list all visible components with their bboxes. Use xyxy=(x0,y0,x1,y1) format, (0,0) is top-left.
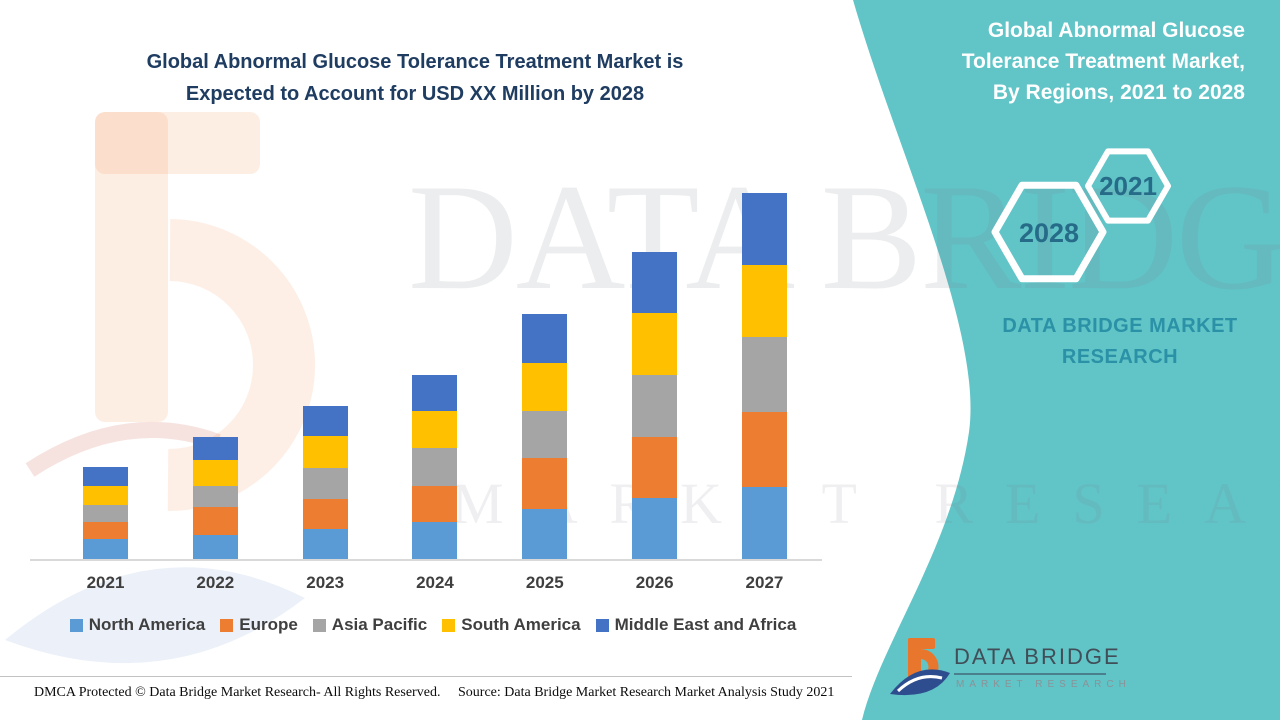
legend-item-middle-east-and-africa: Middle East and Africa xyxy=(595,615,797,635)
legend-swatch-icon xyxy=(220,618,234,632)
segment-europe xyxy=(741,412,787,487)
dmca-notice: DMCA Protected © Data Bridge Market Rese… xyxy=(34,685,441,700)
segment-europe xyxy=(412,486,458,522)
segment-middle-east-and-africa xyxy=(83,467,128,486)
watermark-subtext: MARKET RESEARCH xyxy=(452,471,1280,536)
dbmr-logo-underline xyxy=(954,673,1106,675)
bar-2027 xyxy=(741,193,787,559)
segment-asia-pacific xyxy=(741,337,787,412)
segment-south-america xyxy=(412,411,458,448)
segment-middle-east-and-africa xyxy=(522,314,568,363)
x-axis-label-2021: 2021 xyxy=(86,573,125,592)
segment-europe xyxy=(192,507,238,535)
footer-divider xyxy=(0,676,852,677)
bar-2025 xyxy=(522,314,568,559)
watermark-text: DATA BRIDGE xyxy=(408,153,1280,321)
legend-swatch-icon xyxy=(312,618,326,632)
segment-asia-pacific xyxy=(83,505,128,522)
page-title-line2: Expected to Account for USD XX Million b… xyxy=(185,83,645,105)
side-title-line2: Tolerance Treatment Market, xyxy=(961,50,1245,73)
segment-asia-pacific xyxy=(412,448,458,486)
segment-europe xyxy=(83,522,128,539)
side-title-line3: By Regions, 2021 to 2028 xyxy=(992,81,1245,104)
segment-north-america xyxy=(632,498,678,559)
segment-middle-east-and-africa xyxy=(632,252,678,313)
segment-europe xyxy=(302,499,348,529)
source-note: Source: Data Bridge Market Research Mark… xyxy=(458,685,835,700)
segment-middle-east-and-africa xyxy=(741,193,787,265)
legend-item-europe: Europe xyxy=(220,615,298,635)
side-title-line1: Global Abnormal Glucose xyxy=(987,19,1245,42)
segment-asia-pacific xyxy=(192,486,238,507)
legend-item-south-america: South America xyxy=(442,615,581,635)
legend-label: Europe xyxy=(239,615,298,634)
dbmr-logo-icon xyxy=(890,638,950,696)
segment-north-america xyxy=(412,522,458,559)
year-hexagons: 2021 2028 xyxy=(991,148,1171,283)
hexagon-2028-label: 2028 xyxy=(1019,218,1079,248)
segment-south-america xyxy=(302,436,348,468)
page-title: Global Abnormal Glucose Tolerance Treatm… xyxy=(95,46,735,110)
segment-middle-east-and-africa xyxy=(412,375,458,411)
segment-europe xyxy=(522,458,568,509)
hexagon-2028-icon xyxy=(991,181,1107,283)
chart-legend: North America Europe Asia Pacific South Ame… xyxy=(40,615,826,635)
dbmr-logo: DATA BRIDGE MARKET RESEARCH xyxy=(888,634,1158,714)
segment-asia-pacific xyxy=(522,411,568,458)
segment-north-america xyxy=(192,535,238,559)
brand-wordmark: DATA BRIDGE MARKET RESEARCH xyxy=(980,311,1260,373)
segment-north-america xyxy=(83,539,128,559)
segment-south-america xyxy=(192,460,238,486)
dbmr-logo-tagline: MARKET RESEARCH xyxy=(956,679,1131,690)
x-axis-line xyxy=(30,559,822,561)
bar-2021 xyxy=(83,467,128,559)
legend-label: Middle East and Africa xyxy=(614,615,797,634)
segment-south-america xyxy=(632,313,678,375)
brand-line2: RESEARCH xyxy=(1061,346,1179,368)
x-axis-label-2026: 2026 xyxy=(635,573,674,592)
segment-north-america xyxy=(302,529,348,559)
legend-item-asia-pacific: Asia Pacific xyxy=(312,615,428,635)
dbmr-logo-name: DATA BRIDGE xyxy=(954,644,1121,669)
x-axis-label-2024: 2024 xyxy=(416,573,454,592)
segment-asia-pacific xyxy=(302,468,348,499)
segment-asia-pacific xyxy=(632,375,678,437)
legend-swatch-icon xyxy=(69,618,83,632)
hexagon-2021-label: 2021 xyxy=(1099,171,1157,201)
legend-item-north-america: North America xyxy=(69,615,206,635)
legend-swatch-icon xyxy=(595,618,609,632)
bar-2026 xyxy=(632,252,678,559)
segment-north-america xyxy=(741,487,787,559)
bar-2023 xyxy=(302,406,348,559)
legend-label: Asia Pacific xyxy=(331,615,428,634)
x-axis-label-2023: 2023 xyxy=(306,573,345,592)
x-axis-label-2025: 2025 xyxy=(525,573,564,592)
hexagon-2021-icon xyxy=(1085,148,1171,224)
segment-north-america xyxy=(522,509,568,559)
segment-europe xyxy=(632,437,678,498)
legend-label: South America xyxy=(461,615,581,634)
bar-2022 xyxy=(192,437,238,559)
segment-south-america xyxy=(522,363,568,411)
segment-south-america xyxy=(83,486,128,505)
page-title-line1: Global Abnormal Glucose Tolerance Treatm… xyxy=(146,51,684,73)
x-axis-label-2027: 2027 xyxy=(745,573,784,592)
segment-middle-east-and-africa xyxy=(302,406,348,436)
legend-swatch-icon xyxy=(442,618,456,632)
legend-label: North America xyxy=(88,615,206,634)
brand-line1: DATA BRIDGE MARKET xyxy=(1002,315,1238,337)
segment-middle-east-and-africa xyxy=(192,437,238,460)
side-panel-title: Global Abnormal Glucose Tolerance Treatm… xyxy=(925,15,1245,108)
bar-2024 xyxy=(412,375,458,559)
segment-south-america xyxy=(741,265,787,337)
x-axis-label-2022: 2022 xyxy=(196,573,235,592)
